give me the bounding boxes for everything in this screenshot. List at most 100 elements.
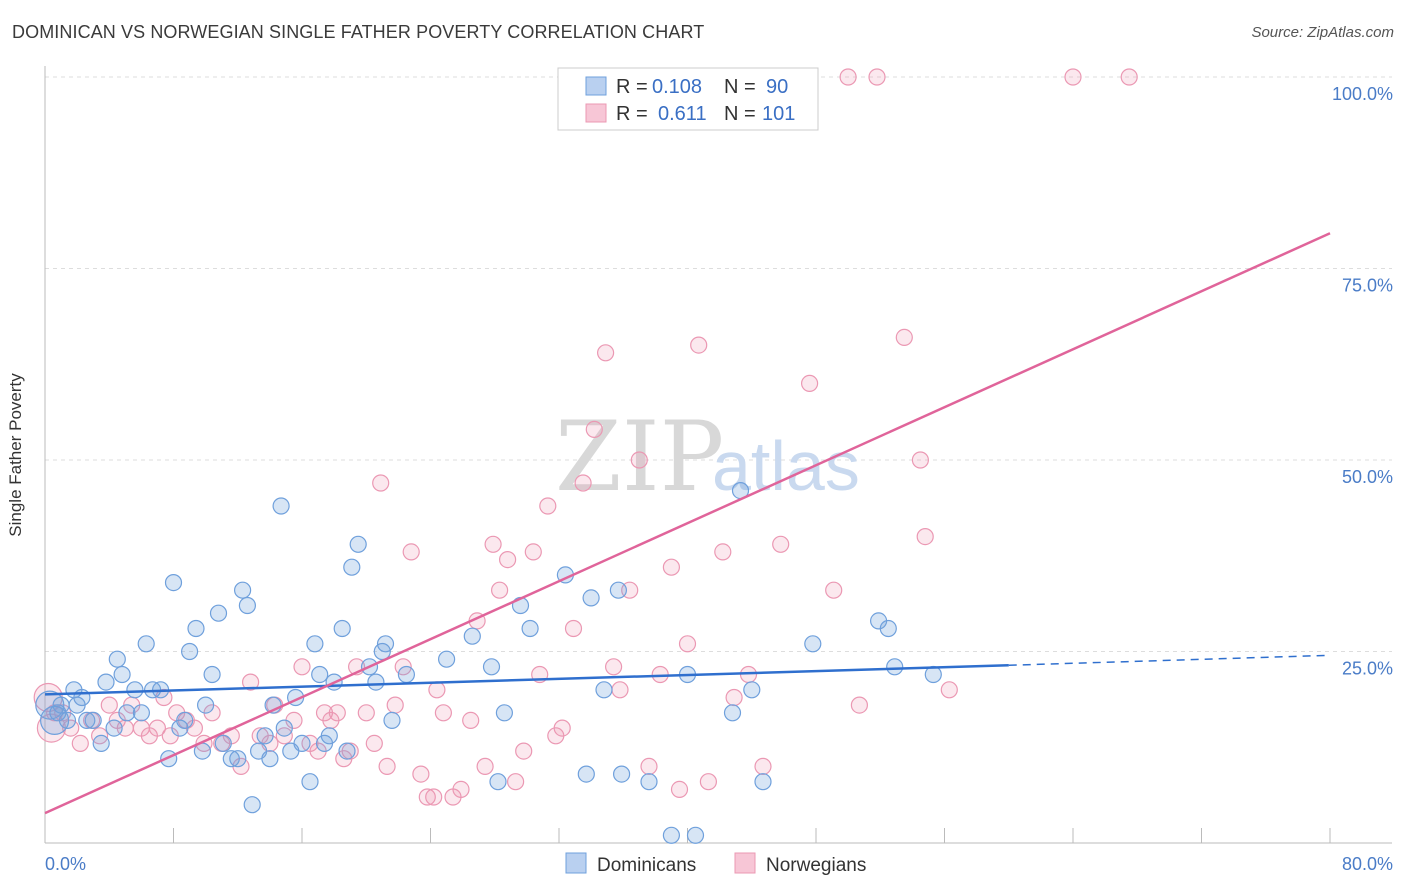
- bottom-legend-norwegians: Norwegians: [766, 855, 866, 876]
- dominicans-point: [489, 773, 507, 791]
- x-tick-label-max: 80.0%: [1342, 854, 1393, 874]
- norwegians-point: [640, 757, 658, 776]
- norwegians-point: [564, 619, 583, 638]
- norwegians-point: [365, 734, 383, 753]
- dominicans-point: [612, 765, 631, 783]
- dominicans-point: [275, 719, 293, 737]
- norwegians-point: [328, 704, 346, 722]
- legend-swatch-norwegians: [585, 103, 607, 123]
- norwegians-point: [611, 681, 629, 699]
- norwegians-point: [553, 719, 571, 737]
- norwegians-point: [434, 704, 452, 722]
- dominicans-point: [176, 711, 194, 730]
- dominicans-point: [723, 704, 742, 722]
- dominicans-point: [495, 704, 513, 722]
- source-label: Source: ZipAtlas.com: [1251, 24, 1394, 41]
- dominicans-point: [640, 773, 658, 791]
- norwegians-point: [825, 581, 843, 599]
- dominicans-point: [293, 734, 311, 753]
- norwegians-point: [574, 474, 592, 492]
- x-tick-label-min: 0.0%: [45, 854, 86, 874]
- dominicans-point: [126, 681, 144, 699]
- dominicans-point: [238, 596, 256, 615]
- dominicans-point: [686, 826, 705, 844]
- dominicans-point: [743, 681, 761, 699]
- dominicans-point: [84, 711, 102, 730]
- norwegians-point: [242, 673, 260, 691]
- dominicans-point: [301, 773, 319, 791]
- bottom-legend-swatch-norwegians: [734, 852, 756, 874]
- gridlines: [45, 76, 1392, 652]
- norwegians-point: [515, 742, 533, 760]
- norwegians-point: [428, 681, 446, 699]
- dominicans-point: [804, 635, 822, 653]
- dominicans-point: [338, 742, 356, 760]
- dominicans-point: [108, 650, 126, 668]
- norwegians-point: [425, 788, 443, 806]
- y-tick-labels: 25.0% 50.0% 75.0% 100.0%: [1332, 84, 1393, 679]
- dominicans-point: [438, 650, 456, 668]
- dominicans-point: [256, 727, 274, 745]
- dominicans-point: [306, 635, 324, 653]
- dominicans-point: [113, 665, 131, 684]
- norwegians-point: [714, 543, 732, 561]
- norwegians-point: [604, 658, 623, 676]
- dominicans-point: [376, 635, 395, 653]
- norwegians-point: [293, 658, 311, 676]
- y-tick-label: 75.0%: [1342, 276, 1393, 296]
- dominicans-point: [78, 711, 96, 730]
- dominicans-point: [463, 627, 481, 645]
- dominicans-point: [197, 696, 215, 714]
- dominicans-point: [521, 619, 539, 638]
- bottom-legend-swatch-dominicans: [565, 852, 587, 874]
- norwegians-point: [372, 474, 390, 492]
- y-tick-label: 25.0%: [1342, 659, 1393, 679]
- norwegians-point: [850, 696, 869, 714]
- legend-n-label-1: N =: [724, 76, 756, 98]
- norwegians-point: [585, 420, 603, 438]
- dominicans-point: [164, 573, 183, 592]
- dominicans-point: [754, 773, 772, 791]
- norwegians-point: [452, 780, 470, 799]
- dominicans-point: [92, 734, 110, 753]
- trend-lines: [44, 232, 1331, 815]
- dominicans-point: [97, 673, 115, 691]
- norwegians-point: [911, 451, 930, 469]
- dominicans-point: [879, 619, 897, 638]
- dominicans-point: [582, 589, 600, 607]
- dominicans-point: [52, 696, 70, 714]
- dominicans-point: [214, 734, 232, 753]
- dominicans-point: [181, 642, 199, 661]
- legend-r-value-2: 0.611: [658, 103, 707, 125]
- legend-r-value-1: 0.108: [652, 76, 702, 98]
- watermark-zip: ZIP: [555, 401, 724, 513]
- norwegians-point: [800, 374, 819, 392]
- norwegians-point: [386, 696, 404, 714]
- norwegians-point: [462, 711, 480, 730]
- dominicans-point: [333, 619, 351, 638]
- dominicans-point: [886, 658, 904, 676]
- bottom-legend-dominicans: Dominicans: [597, 855, 696, 876]
- dominicans-point: [234, 581, 252, 599]
- dominicans-point: [383, 711, 401, 730]
- dominicans-point: [367, 673, 385, 691]
- norwegians-point: [506, 773, 525, 791]
- norwegians-point: [1120, 68, 1138, 86]
- data-points: [33, 68, 1138, 844]
- dominicans-point: [203, 665, 221, 684]
- legend-r-label-2: R =: [616, 103, 648, 125]
- legend-r-label-1: R =: [616, 76, 648, 98]
- norwegians-point: [630, 451, 648, 469]
- x-tick-labels: 0.0% 80.0%: [45, 854, 1393, 874]
- norwegians-point: [412, 765, 430, 783]
- norwegians-point: [916, 527, 934, 546]
- dominicans-point: [595, 681, 613, 699]
- norwegians-point: [690, 336, 708, 354]
- dominicans-point: [349, 535, 367, 553]
- dominicans-point: [272, 497, 290, 515]
- dominicans-point: [222, 750, 240, 768]
- dominicans-point: [209, 604, 228, 622]
- dominicans-point: [187, 619, 205, 638]
- norwegians-point: [402, 543, 420, 561]
